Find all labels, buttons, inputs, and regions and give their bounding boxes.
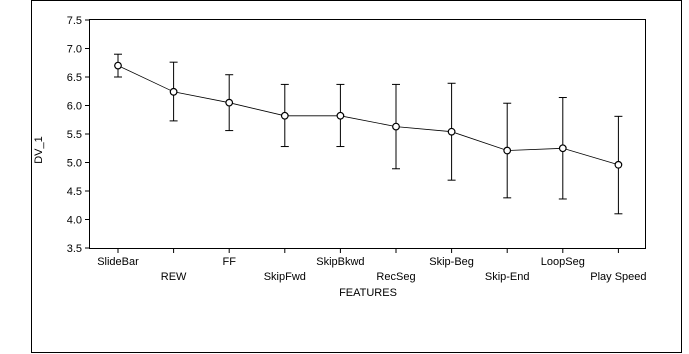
y-tick-label: 5.0 bbox=[67, 158, 82, 170]
x-tick-label: Skip-End bbox=[485, 271, 530, 283]
y-tick-label: 7.5 bbox=[67, 15, 82, 27]
x-tick-label: RecSeg bbox=[376, 271, 415, 283]
data-point bbox=[225, 98, 234, 107]
x-axis-label: FEATURES bbox=[339, 287, 397, 299]
x-tick-label: LoopSeg bbox=[541, 256, 585, 268]
data-point bbox=[336, 111, 345, 120]
x-axis-ticks: SlideBar REW FF SkipFwd SkipBkwd RecSeg Skip-B… bbox=[97, 248, 647, 283]
y-tick-label: 6.0 bbox=[67, 101, 82, 113]
figure-border bbox=[31, 0, 682, 353]
plot-area bbox=[89, 19, 646, 249]
y-tick-label: 6.5 bbox=[67, 72, 82, 84]
x-tick-label: Skip-Beg bbox=[429, 256, 474, 268]
data-point bbox=[503, 146, 512, 155]
y-axis-ticks: 7.5 7.0 6.5 6.0 5.5 5.0 4.5 4.0 3.5 bbox=[67, 15, 90, 255]
data-point bbox=[280, 111, 289, 120]
x-tick-label: FF bbox=[222, 256, 236, 268]
y-axis-label: DV_1 bbox=[33, 136, 45, 164]
y-tick-label: 7.0 bbox=[67, 44, 82, 56]
data-point bbox=[169, 87, 178, 96]
x-tick-label: SkipFwd bbox=[264, 271, 306, 283]
y-tick-label: 4.0 bbox=[67, 215, 82, 227]
data-point bbox=[558, 144, 567, 153]
y-tick-label: 5.5 bbox=[67, 129, 82, 141]
x-tick-label: SlideBar bbox=[97, 256, 139, 268]
x-tick-label: REW bbox=[161, 271, 187, 283]
x-tick-label: Play Speed bbox=[590, 271, 646, 283]
y-tick-label: 4.5 bbox=[67, 186, 82, 198]
data-point bbox=[392, 122, 400, 131]
x-tick-label: SkipBkwd bbox=[316, 256, 364, 268]
y-tick-label: 3.5 bbox=[67, 243, 82, 255]
data-point bbox=[447, 127, 456, 136]
data-point bbox=[114, 61, 122, 70]
series-plot bbox=[114, 53, 623, 215]
series-line bbox=[117, 65, 619, 166]
data-point bbox=[614, 160, 623, 169]
